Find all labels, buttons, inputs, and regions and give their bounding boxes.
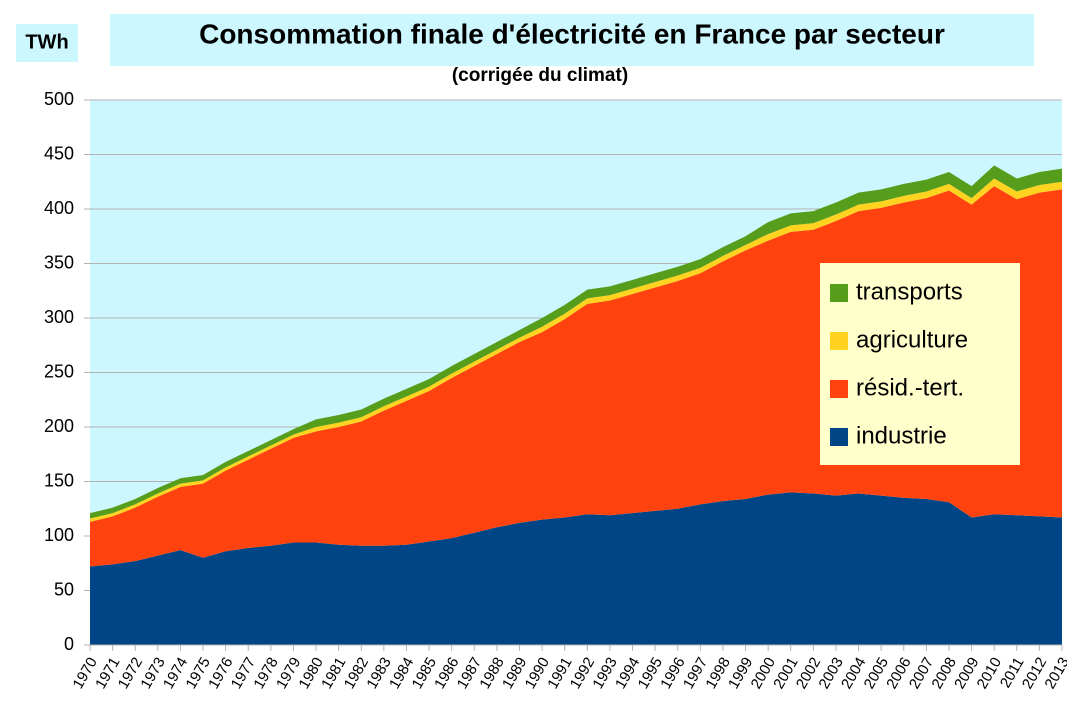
area [90, 186, 1062, 567]
y-tick-label: 50 [54, 579, 74, 599]
y-tick-label: 200 [44, 416, 74, 436]
y-tick-label: 150 [44, 470, 74, 490]
y-tick-label: 400 [44, 198, 74, 218]
legend-label: résid.-tert. [856, 374, 964, 401]
chart-title: Consommation finale d'électricité en Fra… [199, 18, 945, 49]
legend-swatch [830, 332, 848, 350]
legend-label: industrie [856, 422, 947, 449]
y-tick-label: 250 [44, 361, 74, 381]
legend-label: transports [856, 278, 963, 305]
legend-swatch [830, 284, 848, 302]
title-box [110, 14, 1034, 66]
y-tick-label: 450 [44, 143, 74, 163]
y-axis-label: TWh [25, 31, 68, 53]
y-tick-label: 0 [64, 634, 74, 654]
legend-swatch [830, 380, 848, 398]
x-tick-label: 2010 [974, 654, 1005, 691]
legend-box [820, 263, 1020, 465]
area [90, 492, 1062, 645]
x-tick-label: 2013 [1041, 654, 1067, 691]
y-tick-label: 500 [44, 89, 74, 109]
legend-swatch [830, 428, 848, 446]
y-tick-label: 100 [44, 525, 74, 545]
y-tick-label: 300 [44, 307, 74, 327]
legend-label: agriculture [856, 326, 968, 353]
unit-box [16, 24, 78, 62]
chart-subtitle: (corrigée du climat) [452, 65, 628, 86]
y-tick-label: 350 [44, 252, 74, 272]
